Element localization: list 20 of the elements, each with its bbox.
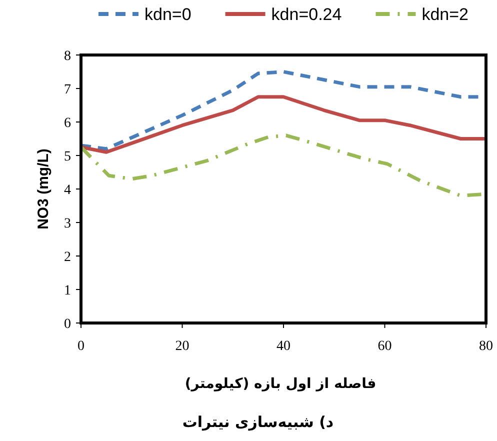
y-tick-label: 6 [64, 116, 71, 131]
x-tick-label: 60 [378, 339, 392, 354]
x-axis-title: فاصله از اول بازه (کیلومتر) [184, 376, 376, 392]
y-tick-label: 7 [64, 82, 71, 98]
text: د) شبیه‌سازی نیترات [182, 413, 334, 431]
legend-label: kdn=2 [422, 5, 469, 24]
y-tick-label: 8 [64, 49, 71, 64]
y-tick-label: 3 [64, 216, 71, 232]
y-tick-label: 1 [64, 284, 71, 298]
y-tick-label: 5 [64, 150, 71, 164]
x-tick-label: 20 [175, 339, 190, 354]
x-tick-label: 0 [78, 339, 84, 354]
y-axis-title: NO3 (mg/L) [35, 148, 52, 230]
y-tick-label: 0 [64, 317, 71, 332]
x-tick-label: 80 [479, 339, 493, 354]
legend-label: kdn=0 [144, 5, 192, 24]
legend-label: kdn=0.24 [271, 5, 342, 24]
y-tick-label: 4 [64, 183, 71, 198]
y-tick-label: 2 [64, 250, 71, 265]
x-tick-label: 40 [276, 339, 290, 354]
